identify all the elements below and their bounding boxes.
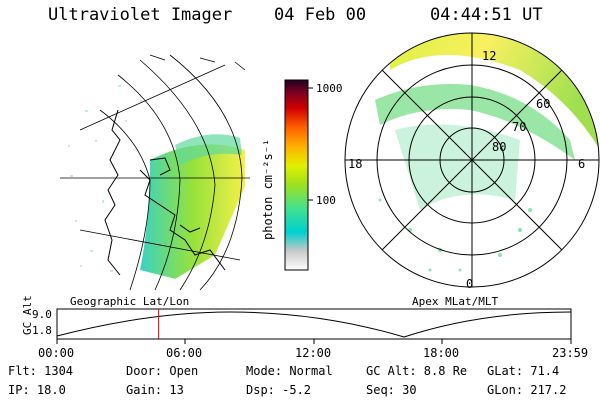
dsp-value: Dsp: -5.2 xyxy=(246,383,312,397)
sequence-number: Seq: 30 xyxy=(366,383,417,397)
time-tick-1800: 18:00 xyxy=(423,346,460,360)
gain-value: Gain: 13 xyxy=(126,383,184,397)
mlt-label-12: 12 xyxy=(482,49,497,63)
colorbar-tick-100: 100 xyxy=(316,194,336,207)
door-status: Door: Open xyxy=(126,364,199,378)
mlt-label-0: 0 xyxy=(466,277,474,291)
instrument-title: Ultraviolet Imager xyxy=(48,5,233,25)
mlat-label-70: 70 xyxy=(512,120,527,134)
ip-value: IP: 18.0 xyxy=(8,383,66,397)
time-tick-1200: 12:00 xyxy=(295,346,332,360)
mode-value: Mode: Normal xyxy=(246,364,333,378)
mlt-label-18: 18 xyxy=(348,157,363,171)
mlt-label-6: 6 xyxy=(578,157,586,171)
left-panel-caption: Geographic Lat/Lon xyxy=(70,295,190,308)
time-label: 04:44:51 UT xyxy=(430,5,543,25)
geo-longitude: GLon: 217.2 xyxy=(487,383,567,397)
gc-altitude: GC Alt: 8.8 Re xyxy=(366,364,468,378)
flight-number: Flt: 1304 xyxy=(8,364,74,378)
altitude-tick-9: 9.0 xyxy=(32,308,52,321)
mlat-label-60: 60 xyxy=(536,97,551,111)
right-panel-caption: Apex MLat/MLT xyxy=(412,295,499,308)
altitude-tick-1-8: 1.8 xyxy=(32,324,52,337)
time-tick-0600: 06:00 xyxy=(166,346,203,360)
date-label: 04 Feb 00 xyxy=(274,5,367,25)
colorbar-tick-1000: 1000 xyxy=(316,82,343,95)
mlat-label-80: 80 xyxy=(492,140,507,154)
geo-latitude: GLat: 71.4 xyxy=(487,364,560,378)
time-tick-0000: 00:00 xyxy=(38,346,75,360)
time-tick-2359: 23:59 xyxy=(552,346,589,360)
